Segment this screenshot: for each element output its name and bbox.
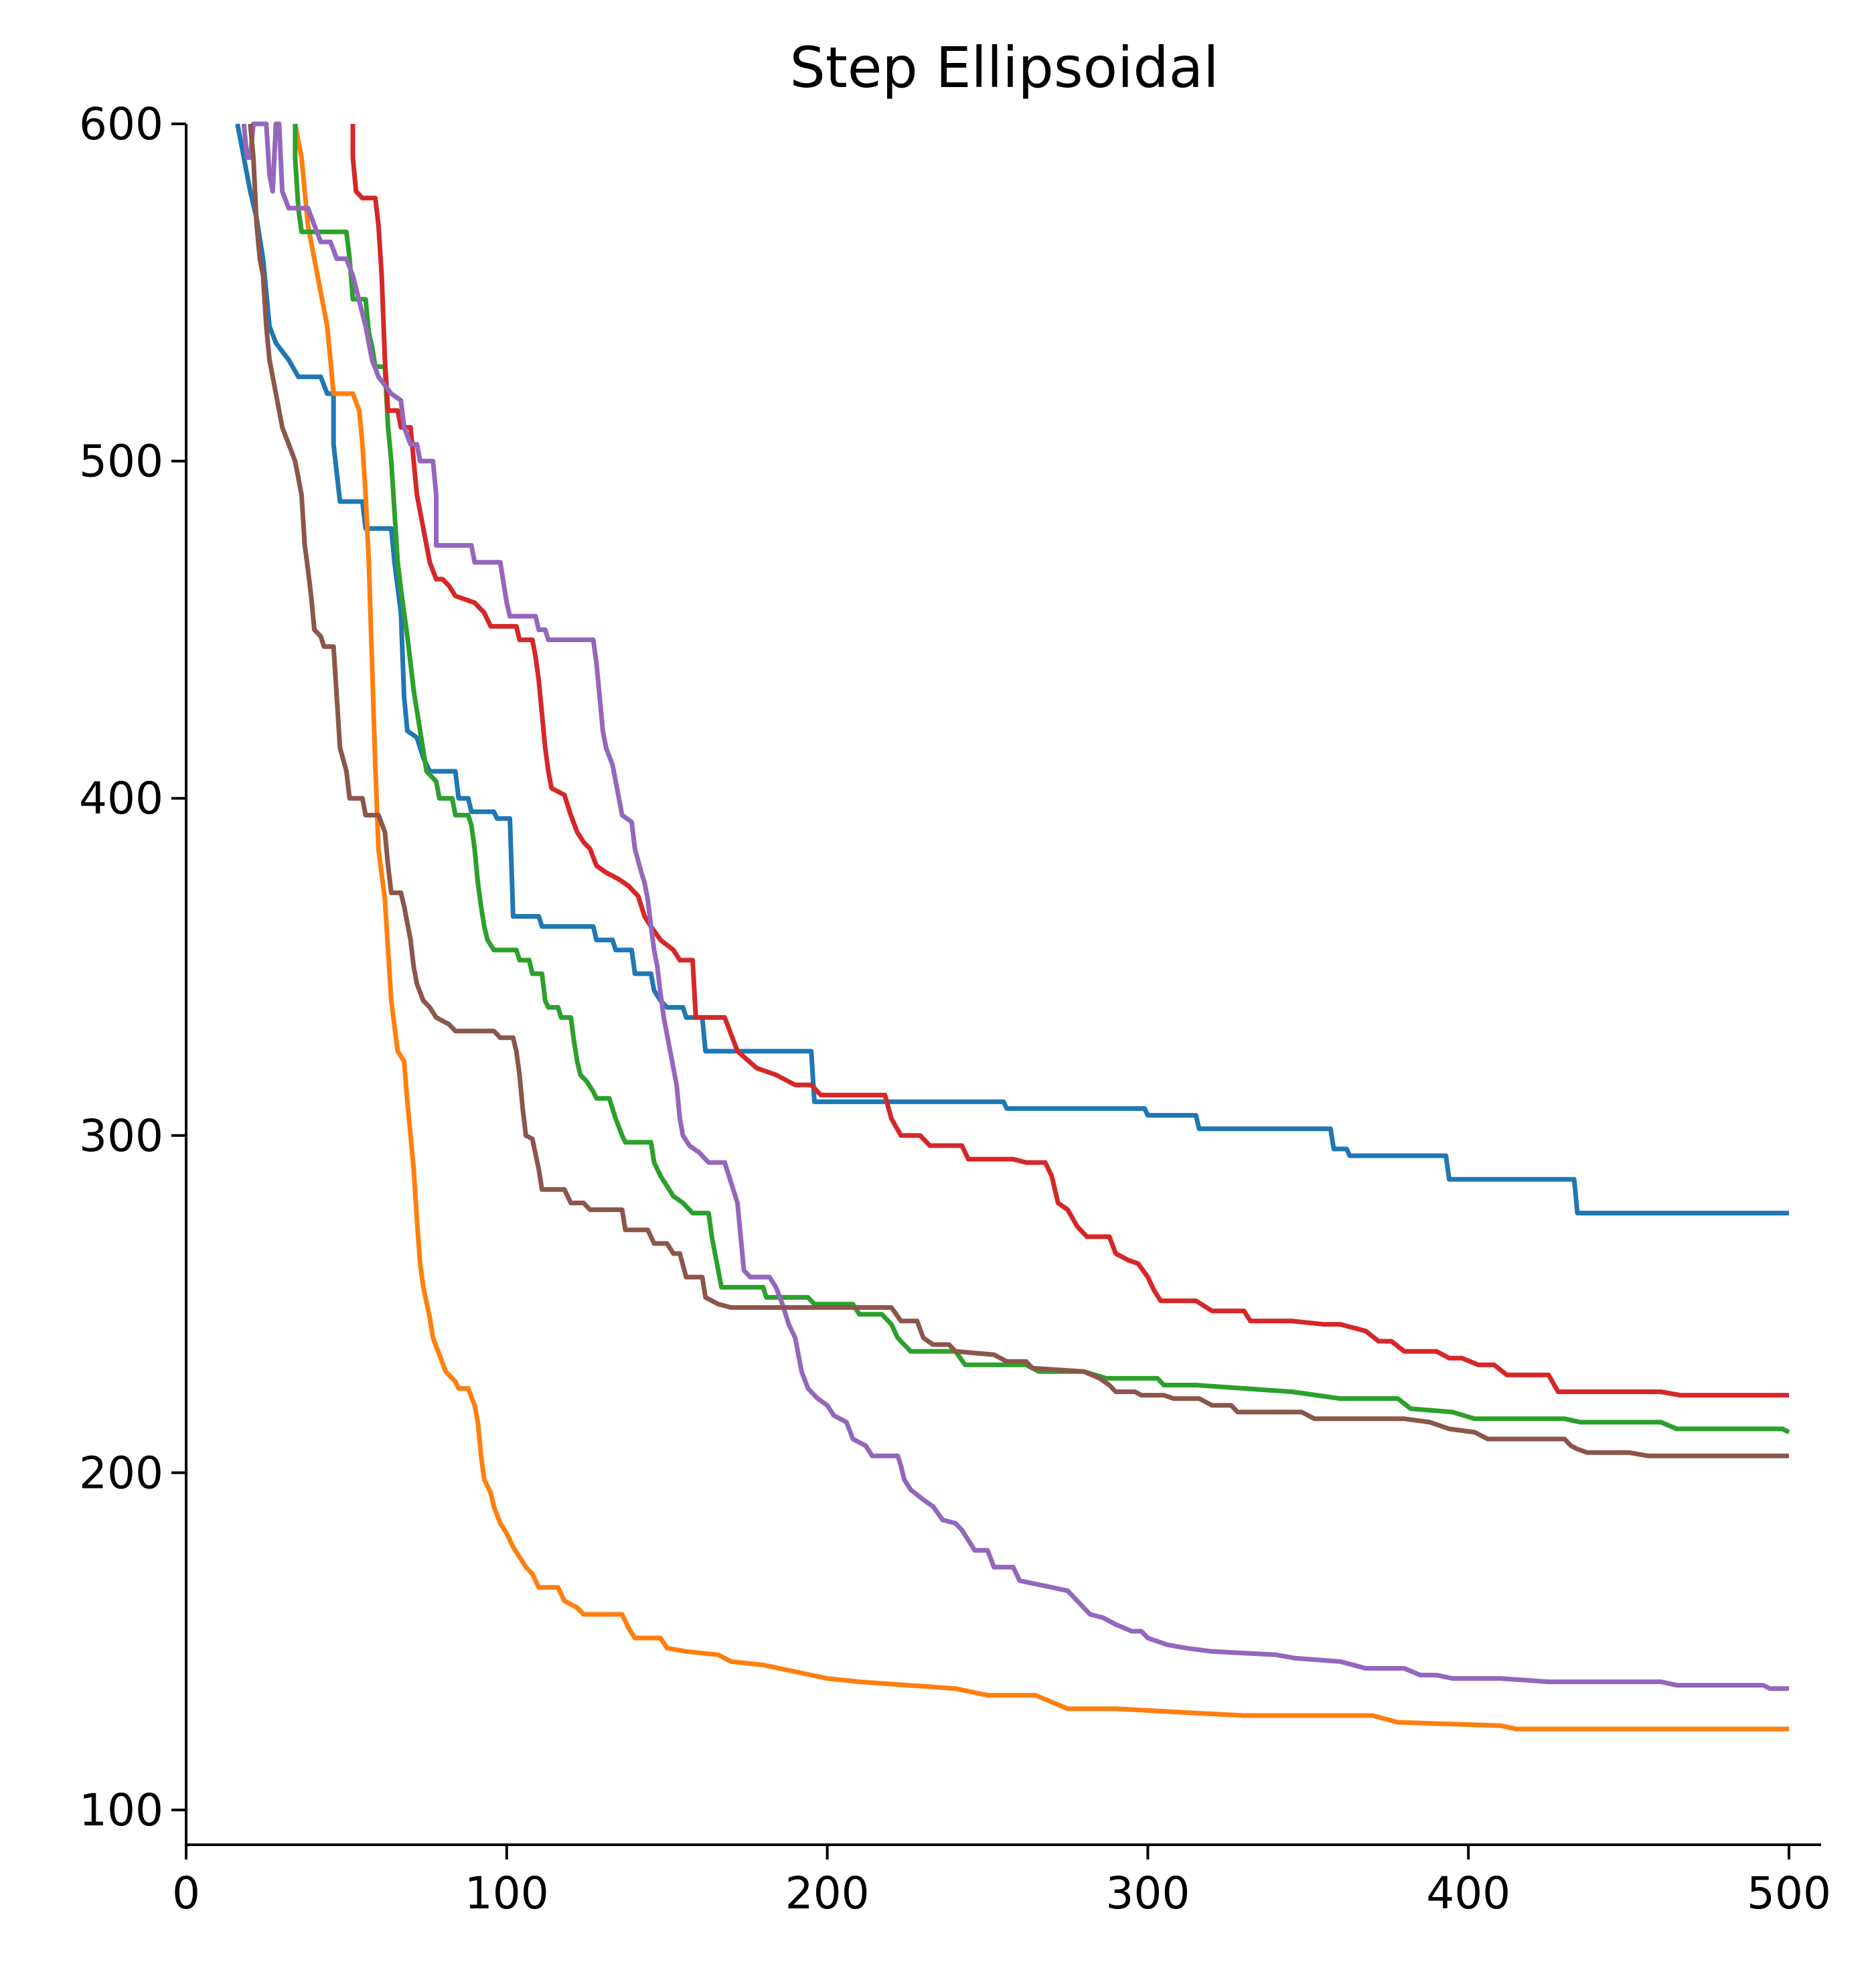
- x-tick-label: 200: [785, 1868, 870, 1919]
- series-line-5: [241, 121, 1789, 1691]
- y-tick-label: 100: [79, 1785, 163, 1836]
- chart-title: Step Ellipsoidal: [790, 35, 1219, 100]
- x-tick-label: 400: [1426, 1868, 1510, 1919]
- y-tick-label: 300: [79, 1110, 163, 1162]
- x-tick-label: 0: [172, 1868, 200, 1919]
- x-tick-label: 500: [1747, 1868, 1831, 1919]
- series-line-6: [248, 123, 1789, 1458]
- series-line-3: [293, 124, 1790, 1435]
- series-line-1: [235, 123, 1789, 1216]
- y-tick-label: 500: [79, 436, 163, 487]
- series-group: [235, 121, 1790, 1732]
- y-tick-label: 200: [79, 1447, 163, 1499]
- series-line-2: [293, 123, 1789, 1732]
- series-line-4: [350, 124, 1789, 1398]
- x-tick-label: 300: [1105, 1868, 1190, 1919]
- y-tick-label: 400: [79, 773, 163, 824]
- x-tick-label: 100: [465, 1868, 549, 1919]
- y-tick-label: 600: [79, 98, 163, 150]
